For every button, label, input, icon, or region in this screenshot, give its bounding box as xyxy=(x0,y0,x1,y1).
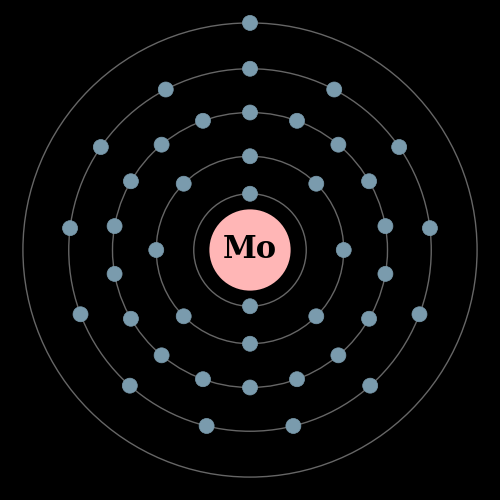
Text: Mo: Mo xyxy=(223,234,277,266)
Circle shape xyxy=(378,218,393,234)
Circle shape xyxy=(362,174,376,188)
Circle shape xyxy=(122,378,138,393)
Circle shape xyxy=(158,82,174,97)
Circle shape xyxy=(242,61,258,76)
Circle shape xyxy=(62,220,78,236)
Circle shape xyxy=(196,372,210,386)
Circle shape xyxy=(309,309,324,324)
Circle shape xyxy=(392,140,406,154)
Circle shape xyxy=(290,114,304,128)
Circle shape xyxy=(242,105,258,120)
Circle shape xyxy=(73,307,88,322)
Circle shape xyxy=(309,176,324,191)
Circle shape xyxy=(210,210,290,290)
Circle shape xyxy=(242,149,258,164)
Circle shape xyxy=(154,137,169,152)
Circle shape xyxy=(176,309,191,324)
Circle shape xyxy=(378,266,393,281)
Circle shape xyxy=(149,242,164,258)
Circle shape xyxy=(176,176,191,191)
Circle shape xyxy=(326,82,342,97)
Circle shape xyxy=(124,174,138,188)
Circle shape xyxy=(242,336,258,351)
Circle shape xyxy=(196,114,210,128)
Circle shape xyxy=(107,266,122,281)
Circle shape xyxy=(422,220,438,236)
Circle shape xyxy=(94,140,108,154)
Circle shape xyxy=(290,372,304,386)
Circle shape xyxy=(362,311,376,326)
Circle shape xyxy=(199,418,214,434)
Circle shape xyxy=(362,378,378,393)
Circle shape xyxy=(124,311,138,326)
Circle shape xyxy=(107,218,122,234)
Circle shape xyxy=(154,348,169,363)
Circle shape xyxy=(242,16,258,30)
Circle shape xyxy=(331,137,346,152)
Circle shape xyxy=(242,298,258,314)
Circle shape xyxy=(336,242,351,258)
Circle shape xyxy=(242,186,258,201)
Circle shape xyxy=(412,307,427,322)
Circle shape xyxy=(242,380,258,395)
Circle shape xyxy=(331,348,346,363)
Circle shape xyxy=(286,418,301,434)
